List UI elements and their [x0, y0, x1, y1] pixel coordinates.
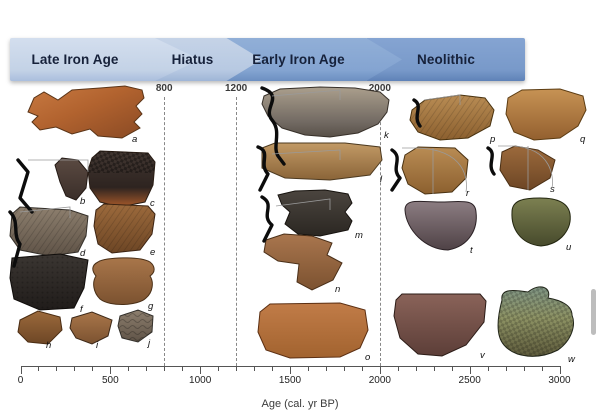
svg-text:u: u: [566, 242, 572, 253]
svg-text:a: a: [132, 134, 137, 145]
svg-text:j: j: [146, 338, 151, 349]
svg-text:p: p: [489, 134, 495, 145]
svg-text:f: f: [80, 304, 84, 315]
svg-text:d: d: [80, 248, 86, 259]
svg-text:i: i: [96, 340, 99, 351]
svg-text:w: w: [568, 354, 576, 365]
svg-text:n: n: [335, 284, 340, 295]
svg-text:b: b: [80, 196, 85, 207]
svg-text:c: c: [150, 198, 155, 209]
svg-text:v: v: [480, 350, 486, 361]
svg-text:l: l: [380, 174, 383, 185]
svg-text:e: e: [150, 247, 155, 258]
svg-text:o: o: [365, 352, 370, 363]
svg-text:k: k: [384, 130, 390, 141]
svg-text:g: g: [148, 301, 154, 312]
svg-text:t: t: [470, 245, 473, 256]
svg-text:h: h: [46, 340, 51, 351]
svg-text:q: q: [580, 134, 586, 145]
svg-text:m: m: [355, 230, 363, 241]
